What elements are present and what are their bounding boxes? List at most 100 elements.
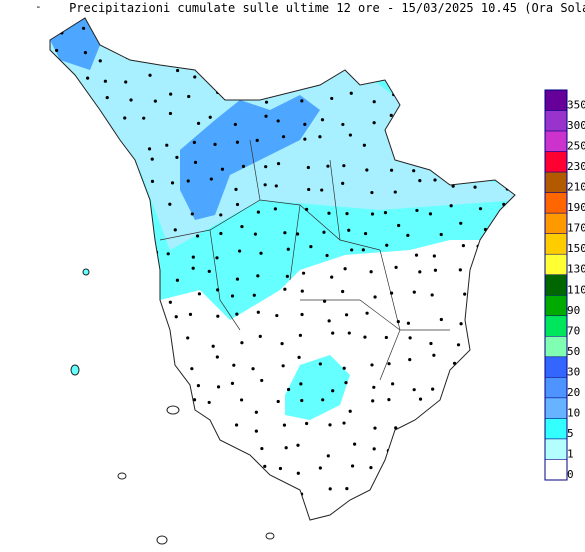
legend-label: 90 [567,304,580,317]
station-dot [493,101,497,105]
station-dot [418,179,422,183]
station-dot [231,50,235,54]
station-dot [517,158,520,161]
station-dot [58,468,62,472]
station-dot [458,46,462,50]
station-dot [330,275,334,279]
legend-label: 20 [567,386,580,399]
station-dot [196,121,201,126]
station-dot [219,231,223,236]
station-dot [412,488,416,492]
station-dot [505,444,510,448]
station-dot [345,487,349,491]
station-dot [55,293,59,297]
station-dot [188,312,193,317]
station-dot [409,80,413,85]
station-dot [439,453,443,458]
station-dot [230,71,235,76]
station-dot [196,383,201,388]
station-dot [62,357,67,361]
station-dot [463,292,467,296]
island [156,535,168,545]
legend-swatch [544,253,568,275]
station-dot [449,204,453,208]
station-dot [124,80,128,84]
station-dot [460,98,464,102]
station-dot [60,180,64,184]
legend-label: 5 [567,427,574,440]
station-dot [331,389,335,393]
station-dot [173,228,177,232]
station-dot [409,147,413,151]
station-dot [285,274,289,278]
station-dot [384,34,388,38]
station-dot [263,183,267,187]
station-dot [461,419,465,424]
station-dot [190,212,194,216]
station-dot [276,399,280,404]
station-dot [307,187,311,192]
station-dot [472,376,477,380]
station-dot [363,48,367,52]
station-dot [415,208,419,213]
station-dot [369,465,373,470]
station-dot [79,498,83,502]
station-dot [525,321,528,324]
station-dot [506,24,511,29]
station-dot [406,233,410,237]
station-dot [213,67,218,71]
station-dot [235,202,240,207]
station-dot [153,99,157,103]
station-dot [525,427,528,430]
station-dot [472,337,476,342]
station-dot [325,253,329,258]
station-dot [473,185,477,189]
station-dot [529,382,532,385]
station-dot [125,366,130,371]
station-dot [147,147,152,151]
legend-swatch [544,130,568,152]
station-dot [296,232,300,236]
station-dot [216,288,220,292]
station-dot [481,71,486,75]
station-dot [59,400,63,404]
station-dot [88,365,92,369]
station-dot [211,344,215,348]
station-dot [462,405,466,409]
station-dot [412,121,416,125]
station-dot [230,95,235,99]
station-dot [232,363,236,367]
station-dot [216,314,220,318]
station-dot [103,79,107,83]
station-dot [260,378,264,383]
legend-label: 30 [567,365,580,378]
station-dot [411,91,415,96]
station-dot [367,36,371,40]
station-dot [143,296,148,300]
station-dot [328,487,332,491]
station-dot [342,164,346,168]
station-dot [79,424,84,428]
station-dot [84,164,89,168]
station-dot [500,421,504,425]
station-dot [449,454,454,458]
legend: 3503002502302101901701501301109070503020… [544,89,585,481]
station-dot [371,399,375,403]
station-dot [130,432,134,436]
station-dot [482,99,486,103]
station-dot [347,331,351,335]
station-dot [153,427,158,431]
station-dot [306,165,310,170]
station-dot [475,496,479,500]
station-dot [278,466,283,471]
station-dot [456,343,461,347]
islands [70,268,275,545]
station-dot [240,224,244,229]
station-dot [208,444,212,449]
station-dot [59,74,63,78]
station-dot [519,48,522,51]
station-dot [259,251,263,255]
station-dot [283,231,287,235]
station-dot [322,230,326,234]
station-dot [56,519,60,520]
